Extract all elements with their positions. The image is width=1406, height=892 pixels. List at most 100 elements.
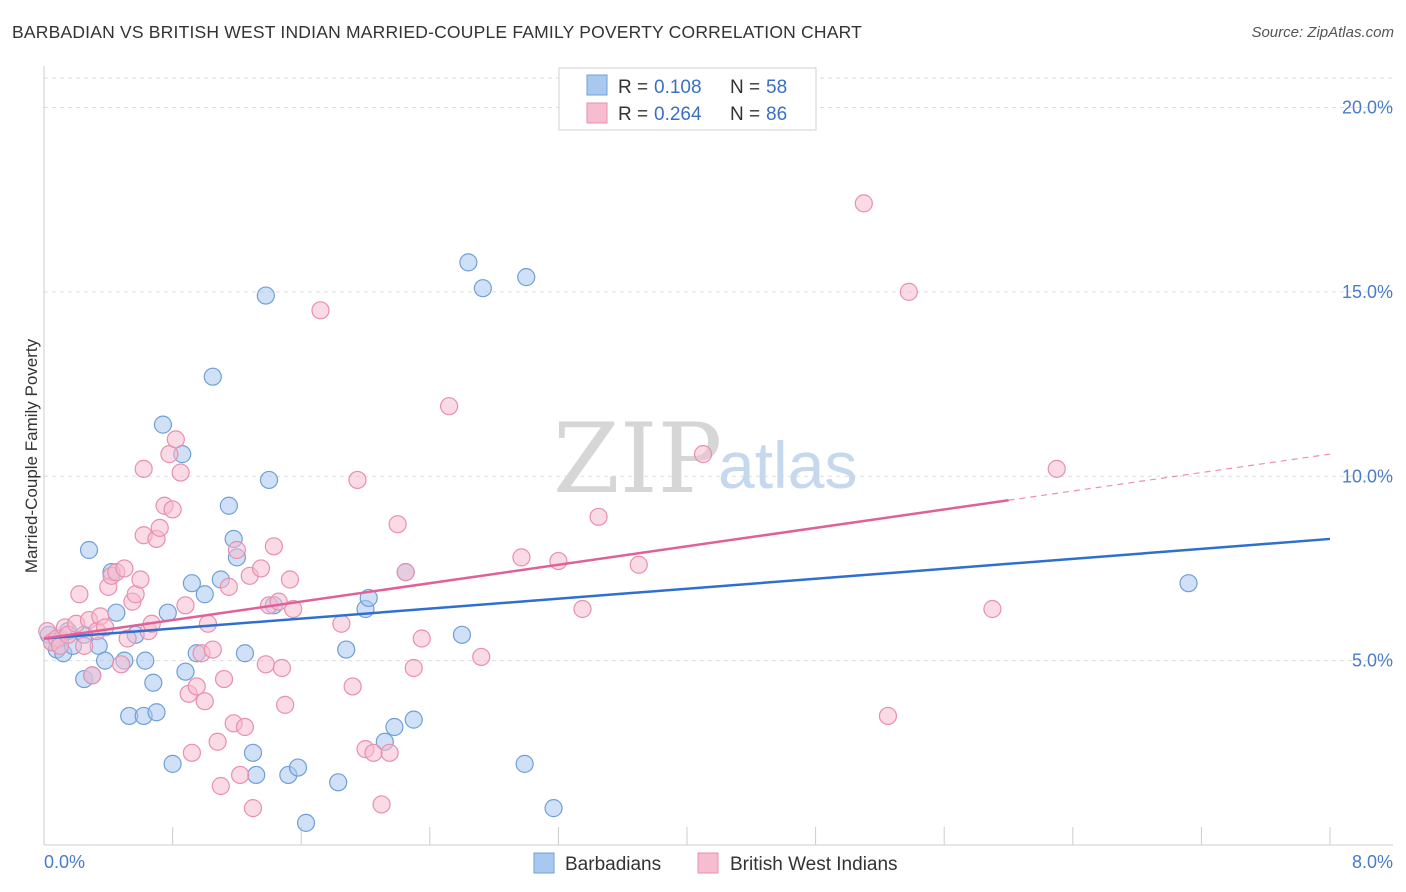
british-west-indian-point — [372, 795, 391, 814]
british-west-indian-point — [187, 677, 206, 696]
british-west-indian-point — [166, 430, 185, 449]
trend-lines — [43, 453, 1331, 640]
trend-line-barbadians — [43, 537, 1331, 640]
barbadian-point — [404, 710, 423, 729]
bottom-legend: Barbadians British West Indians — [533, 852, 898, 875]
british-west-indian-point — [280, 570, 300, 589]
british-west-indian-point — [219, 577, 238, 596]
british-west-indian-point — [396, 563, 415, 582]
british-west-indian-point — [182, 743, 201, 762]
british-west-indian-point — [348, 470, 367, 490]
barbadian-point — [203, 367, 222, 386]
barbadian-point — [259, 470, 279, 490]
barbadian-point — [288, 758, 308, 777]
trend-line-british-west-indians — [43, 498, 1009, 640]
y-tick-labels: 5.0% 10.0% 15.0% 20.0% — [1342, 98, 1393, 671]
watermark: ZIP atlas — [553, 403, 857, 515]
legend-n-label-1: N = — [730, 77, 760, 98]
y-tick-label: 20.0% — [1342, 98, 1393, 118]
british-west-indian-point — [231, 765, 250, 785]
barbadian-point — [459, 253, 478, 272]
british-west-indian-point — [573, 599, 592, 619]
barbadian-point — [163, 754, 182, 773]
barbadian-point — [517, 268, 536, 287]
y-tick-label: 10.0% — [1342, 466, 1393, 486]
british-west-indian-point — [171, 463, 190, 482]
barbadian-point — [473, 279, 492, 298]
british-west-indian-point — [439, 397, 459, 416]
y-tick-label: 5.0% — [1352, 651, 1393, 671]
british-west-indian-point — [118, 629, 137, 648]
british-west-indian-point — [549, 551, 568, 571]
barbadian-point — [337, 640, 356, 659]
british-west-indian-point — [195, 692, 214, 711]
british-west-indian-point — [854, 194, 873, 213]
british-west-indian-point — [75, 636, 94, 655]
legend-r-value-1: 0.108 — [654, 77, 702, 98]
source-credit: Source: ZipAtlas.com — [1251, 24, 1394, 41]
legend: R = 0.108 N = 58 R = 0.264 N = 86 — [558, 67, 817, 131]
y-axis-label: Married-Couple Family Poverty — [22, 338, 41, 573]
bottom-legend-british-west-indians: British West Indians — [730, 854, 898, 875]
british-west-indian-point — [134, 459, 153, 478]
british-west-indian-point — [284, 599, 303, 619]
barbadian-point — [107, 603, 126, 622]
british-west-indian-point — [364, 743, 383, 762]
barbadian-point — [1179, 574, 1198, 593]
british-west-indian-point — [629, 555, 648, 574]
british-west-indian-point — [227, 540, 246, 560]
legend-r-label-2: R = — [618, 104, 648, 125]
british-west-indian-point — [388, 515, 407, 534]
british-west-indian-point — [211, 776, 230, 796]
barbadian-point — [247, 765, 266, 785]
barbadian-point — [544, 799, 563, 818]
british-west-indian-point — [150, 518, 169, 537]
british-west-indian-point — [343, 677, 362, 696]
british-west-indian-point — [512, 548, 531, 567]
british-west-indian-point — [693, 445, 713, 464]
legend-n-label-2: N = — [730, 104, 760, 125]
barbadian-point — [144, 673, 163, 692]
watermark-atlas: atlas — [718, 428, 857, 502]
british-west-indian-point — [235, 717, 255, 737]
barbadian-point — [147, 703, 166, 722]
british-west-indian-point — [472, 647, 491, 667]
british-west-indian-point — [332, 614, 351, 633]
barbadian-point — [385, 717, 404, 737]
barbadian-point — [153, 415, 173, 434]
data-points — [38, 194, 1198, 832]
barbadian-point — [95, 651, 115, 670]
british-west-indian-point — [589, 507, 608, 526]
barbadian-point — [452, 625, 472, 644]
british-west-indian-point — [983, 599, 1002, 619]
british-west-indian-point — [899, 282, 918, 301]
british-west-indian-point — [256, 655, 275, 674]
barbadian-point — [219, 496, 238, 515]
barbadian-point — [235, 644, 255, 663]
legend-n-value-1: 58 — [766, 77, 787, 98]
british-west-indian-point — [264, 537, 283, 556]
british-west-indian-point — [878, 706, 898, 726]
british-west-indian-point — [404, 658, 423, 678]
british-west-indian-point — [412, 629, 431, 648]
british-west-indian-point — [276, 695, 295, 714]
british-west-indian-point — [208, 732, 227, 751]
barbadian-point — [515, 754, 534, 773]
british-west-indian-point — [1047, 459, 1066, 478]
x-tick-max: 8.0% — [1352, 852, 1393, 872]
british-west-indian-point — [272, 658, 292, 678]
barbadian-point — [182, 574, 201, 593]
watermark-zip: ZIP — [553, 403, 722, 515]
legend-swatch-pink — [586, 102, 608, 124]
chart-title: BARBADIAN VS BRITISH WEST INDIAN MARRIED… — [12, 22, 863, 42]
british-west-indian-point — [243, 799, 263, 818]
barbadian-point — [176, 662, 195, 681]
barbadian-point — [79, 540, 99, 560]
barbadian-point — [136, 651, 155, 670]
british-west-indian-point — [112, 655, 131, 674]
british-west-indian-point — [311, 301, 330, 320]
bottom-legend-barbadians: Barbadians — [565, 854, 661, 875]
british-west-indian-point — [198, 614, 218, 633]
barbadian-point — [195, 585, 214, 604]
